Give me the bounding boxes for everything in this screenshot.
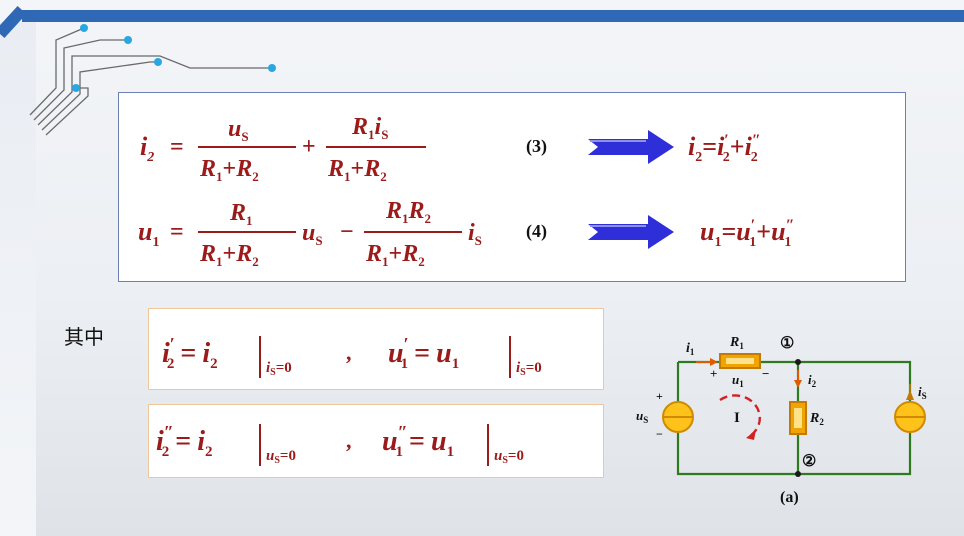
svg-text:iS=0: iS=0 bbox=[516, 360, 542, 378]
svg-text:u″1=u1: u″ 1 = u1 bbox=[382, 422, 454, 460]
circuit-line-decoration bbox=[0, 5, 276, 136]
loop-arrow-head bbox=[746, 430, 756, 440]
svg-text:u′1=u1: u′ 1 = u1 bbox=[388, 334, 459, 372]
svg-text:i2: i2 bbox=[140, 132, 154, 165]
current-source-is bbox=[894, 384, 926, 433]
node-1-dot bbox=[795, 359, 801, 365]
svg-text:i1: i1 bbox=[686, 341, 695, 357]
svg-text:iS: iS bbox=[918, 384, 927, 401]
svg-text:R2: R2 bbox=[809, 411, 824, 427]
svg-text:R1+R2: R1+R2 bbox=[365, 241, 425, 269]
resistor-r1-highlight bbox=[726, 358, 754, 364]
def-u1-prime: u′ 1 = u1 iS=0 bbox=[388, 334, 542, 378]
svg-text:R1+R2: R1+R2 bbox=[199, 156, 259, 184]
svg-text:i″2=i2: i″ 2 = i2 bbox=[156, 422, 212, 460]
definition-box-2: i″ 2 = i2 uS=0 , u″ 1 = u1 uS=0 bbox=[148, 404, 604, 478]
def-i2-prime: i′ 2 = i2 iS=0 bbox=[162, 334, 292, 378]
svg-text:=: = bbox=[170, 134, 184, 160]
qizhong-label: 其中 bbox=[64, 325, 104, 349]
superposition-i2: i2=i′ 2+i″ 2 bbox=[688, 132, 761, 165]
svg-text:iS: iS bbox=[468, 220, 482, 248]
superposition-u1: u1=u′ 1+u″ 1 bbox=[700, 217, 794, 250]
header-bar bbox=[22, 10, 964, 22]
arrow-3 bbox=[588, 130, 674, 164]
svg-text:+: + bbox=[302, 134, 316, 160]
definition-box-1: i′ 2 = i2 iS=0 , u′ 1 = u1 iS=0 bbox=[148, 308, 604, 390]
svg-text:u1: u1 bbox=[732, 372, 744, 389]
svg-text:R1: R1 bbox=[229, 200, 253, 228]
svg-text:R1: R1 bbox=[729, 335, 744, 351]
svg-text:uS: uS bbox=[636, 408, 648, 425]
svg-text:uS: uS bbox=[228, 116, 249, 144]
def-u1-double-prime: u″ 1 = u1 uS=0 bbox=[382, 422, 524, 466]
equation-number-3: (3) bbox=[526, 136, 547, 157]
svg-text:u1=u′1+u″1: u1=u′ 1+u″ 1 bbox=[700, 217, 794, 250]
svg-text:=: = bbox=[170, 219, 184, 245]
svg-text:i2=i′2+i″2: i2=i′ 2+i″ 2 bbox=[688, 132, 761, 165]
svg-text:R1+R2: R1+R2 bbox=[327, 156, 387, 184]
def-separator: , bbox=[346, 340, 352, 365]
svg-text:uS=0: uS=0 bbox=[494, 448, 524, 466]
svg-text:+: + bbox=[656, 389, 663, 403]
loop-label: I bbox=[734, 410, 740, 426]
svg-text:−: − bbox=[656, 427, 663, 441]
svg-text:i2: i2 bbox=[808, 372, 817, 389]
svg-text:R1+R2: R1+R2 bbox=[199, 241, 259, 269]
svg-text:u1: u1 bbox=[138, 217, 159, 250]
svg-text:−: − bbox=[762, 366, 769, 381]
svg-text:其中: 其中 bbox=[64, 325, 104, 349]
node-1-label: ① bbox=[780, 335, 794, 352]
loop-arrow bbox=[719, 394, 761, 437]
resistor-r2-highlight bbox=[794, 408, 802, 428]
svg-text:i′2=i2: i′ 2 = i2 bbox=[162, 334, 218, 372]
arrow-4 bbox=[588, 215, 674, 249]
i1-arrow-head bbox=[710, 358, 718, 366]
svg-text:+: + bbox=[710, 366, 717, 381]
svg-text:iS=0: iS=0 bbox=[266, 360, 292, 378]
svg-text:uS: uS bbox=[302, 220, 323, 248]
def-i2-double-prime: i″ 2 = i2 uS=0 bbox=[156, 422, 296, 466]
circuit-diagram: i1 R1 ① i2 R2 + u1 − + uS − iS I ② (a) bbox=[636, 335, 927, 506]
svg-text:R1iS: R1iS bbox=[351, 114, 388, 142]
voltage-source-us bbox=[662, 401, 694, 433]
node-2-dot bbox=[795, 471, 801, 477]
equation-number-4: (4) bbox=[526, 221, 547, 242]
svg-text:−: − bbox=[340, 219, 354, 245]
def-separator: , bbox=[346, 428, 352, 453]
left-margin-band bbox=[0, 22, 36, 536]
circuit-caption: (a) bbox=[780, 489, 799, 506]
equations-box: i2 = uS R1+R2 + R1iS R1+R2 (3) i2=i′ 2+i″… bbox=[118, 92, 906, 282]
equation-3: i2 = uS R1+R2 + R1iS R1+R2 (3) bbox=[140, 114, 547, 184]
svg-text:uS=0: uS=0 bbox=[266, 448, 296, 466]
i2-arrow-head bbox=[794, 380, 802, 388]
equation-4: u1 = R1 R1+R2 uS − R1R2 R1+R2 iS (4) bbox=[138, 198, 547, 269]
node-2-label: ② bbox=[802, 453, 816, 470]
svg-text:R1R2: R1R2 bbox=[385, 198, 431, 226]
